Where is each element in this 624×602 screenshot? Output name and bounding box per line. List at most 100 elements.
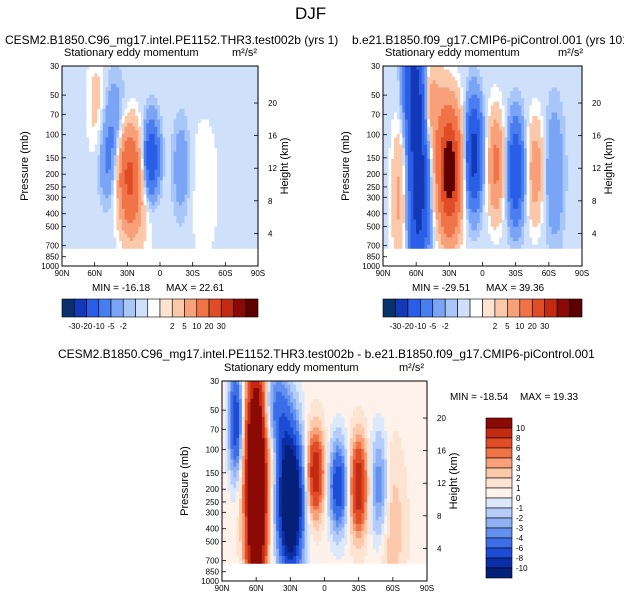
panel3-y2tick-label: 8 [437,512,442,521]
panel2-y2tick-label: 16 [592,132,601,141]
panel3-ytick-label: 200 [206,485,220,494]
panel3-ytick-label: 150 [206,469,220,478]
panel1-xtick-label: 60S [218,269,232,278]
panel2-ytick-label: 1000 [362,262,380,271]
colorbar-panel1-label: -2 [120,322,128,331]
colorbar-panel2-swatch [469,298,483,318]
colorbar-panel2-swatch [432,298,446,318]
colorbar-diff-label: 4 [516,454,521,463]
colorbar-panel2-swatch [569,298,583,318]
colorbar-diff-label: 0 [516,494,521,503]
panel1-xtick-label: 60N [87,269,102,278]
colorbar-diff-swatch [485,517,513,529]
panel2-xtick-label: 90N [376,269,391,278]
colorbar-panel2-label: 20 [528,322,537,331]
colorbar-panel1-label: -5 [107,322,115,331]
panel1-y2tick-label: 12 [268,164,277,173]
colorbar-panel2-swatch [519,298,533,318]
panel3-ytick-label: 700 [206,557,220,566]
panel3-xtick-label: 60S [386,584,400,593]
panel2-ytick-label: 500 [367,222,381,231]
colorbar-panel2 [382,298,583,318]
panel3-ytick-label: 300 [206,508,220,517]
panel3-ylabel: Pressure (mb) [179,446,191,516]
colorbar-panel1-label: -20 [81,322,93,331]
colorbar-diff-swatch [485,507,513,519]
colorbar-diff-swatch [485,527,513,539]
panel1-y2tick-label: 8 [268,197,273,206]
colorbar-panel1-label: 30 [217,322,226,331]
panel2-ytick-label: 50 [371,91,380,100]
panel1-ytick-label: 700 [46,242,60,251]
colorbar-diff-swatch [485,487,513,499]
panel1-xtick-label: 30N [120,269,135,278]
colorbar-panel2-label: 10 [515,322,524,331]
panel3-units: m²/s² [399,362,425,374]
colorbar-panel2-label: -30 [390,322,402,331]
panel1-ytick-label: 250 [46,183,60,192]
panel2-xtick-label: 90S [575,269,589,278]
colorbar-panel2-label: 5 [505,322,510,331]
figure-title: DJF [295,4,327,23]
colorbar-diff [485,417,513,579]
panel2-xtick-label: 30S [509,269,523,278]
colorbar-diff-swatch [485,467,513,479]
colorbar-diff-swatch [485,547,513,559]
panel1-ylabel-right: Height (km) [279,138,291,195]
panel1-y2tick-label: 16 [268,132,277,141]
colorbar-panel1-label: -10 [93,322,105,331]
panel1-ytick-label: 100 [46,131,60,140]
panel2-ytick-label: 700 [367,242,381,251]
panel3-ytick-label: 500 [206,537,220,546]
colorbar-panel1-swatch [135,298,149,318]
panel1-y2tick-label: 4 [268,229,273,238]
panel3-y2tick-label: 4 [437,544,442,553]
panel1-ytick-label: 30 [50,62,59,71]
panel3-min: MIN = -18.54 [450,392,509,403]
colorbar-panel2-swatch [420,298,434,318]
colorbar-diff-label: 1 [516,484,521,493]
panel1-xtick-label: 90N [55,269,70,278]
colorbar-panel2-swatch [494,298,508,318]
panel1-contour-field [62,66,259,249]
colorbar-diff-label: -8 [516,554,524,563]
colorbar-panel2-swatch [444,298,458,318]
colorbar-diff-label: 10 [516,424,525,433]
colorbar-panel1-swatch [73,298,87,318]
colorbar-panel2-label: -2 [442,322,450,331]
colorbar-diff-swatch [485,477,513,489]
panel3-xtick-label: 90N [215,584,230,593]
panel1-y2tick-label: 20 [268,99,277,108]
panel2-ytick-label: 150 [367,154,381,163]
colorbar-panel1-label: 20 [205,322,214,331]
panel2-ytick-label: 70 [371,110,380,119]
colorbar-panel1-swatch [159,298,173,318]
colorbar-panel2-label: -5 [429,322,437,331]
colorbar-panel1-swatch [122,298,136,318]
panel1-xtick-label: 90S [251,269,265,278]
colorbar-panel1-swatch [110,298,124,318]
panel1-max: MAX = 22.61 [166,283,225,294]
panel2-ytick-label: 300 [367,193,381,202]
panel3-ytick-label: 1000 [201,577,219,586]
panel1-units: m²/s² [232,47,258,59]
panel2-ytick-label: 250 [367,183,381,192]
panel3-xtick-label: 60N [249,584,264,593]
colorbar-panel2-swatch [544,298,558,318]
panel2-ylabel-right: Height (km) [603,138,615,195]
colorbar-panel1-swatch [208,298,222,318]
panel3-title: CESM2.B1850.C96_mg17.intel.PE1152.THR3.t… [58,347,595,361]
colorbar-panel2-swatch [407,298,421,318]
colorbar-panel1-swatch [171,298,185,318]
colorbar-panel1-swatch [184,298,198,318]
panel2-y2tick-label: 4 [592,229,597,238]
colorbar-diff-swatch [485,537,513,549]
panel2-ytick-label: 100 [367,131,381,140]
colorbar-panel1-swatch [196,298,210,318]
colorbar-diff-swatch [485,417,513,429]
panel3-xtick-label: 0 [322,584,327,593]
colorbar-panel1-label: 5 [182,322,187,331]
panel3-ytick-label: 70 [210,425,219,434]
panel1-ytick-label: 400 [46,210,60,219]
